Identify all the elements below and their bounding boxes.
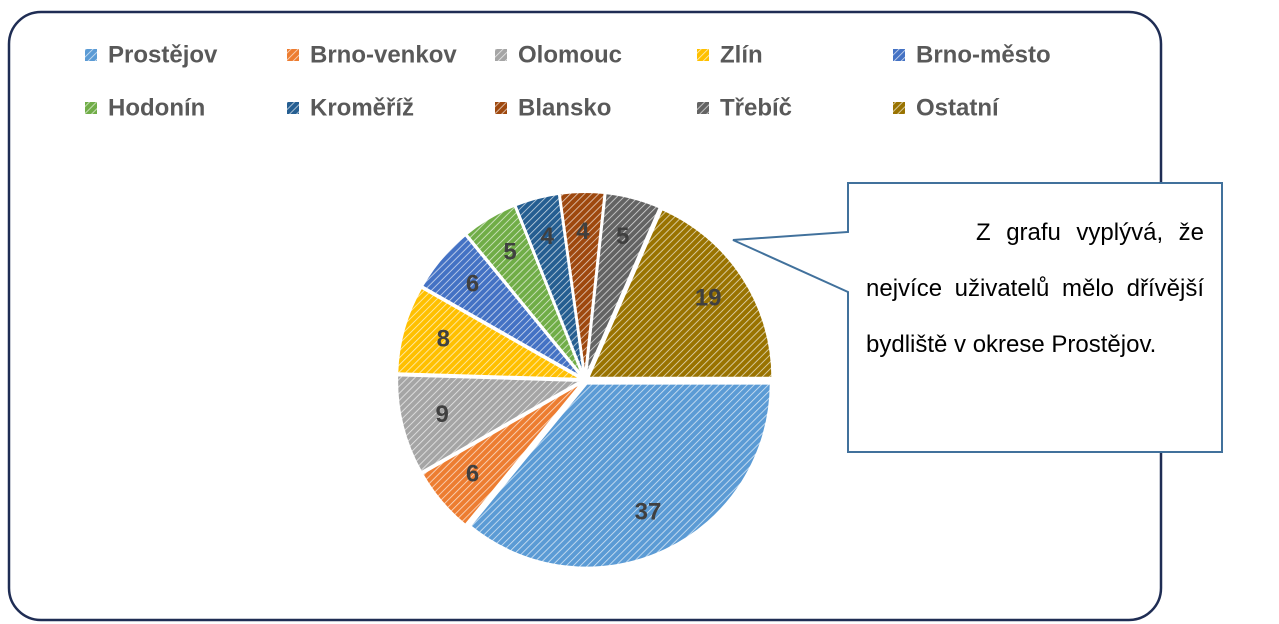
legend-label: Kroměříž <box>310 94 414 121</box>
legend-swatch <box>85 102 97 114</box>
value-label: 37 <box>635 498 662 525</box>
legend-swatch <box>697 102 709 114</box>
legend-swatch <box>893 49 905 61</box>
value-label: 9 <box>435 401 448 428</box>
legend-swatch <box>495 102 507 114</box>
legend-label: Ostatní <box>916 94 1000 121</box>
legend-swatch <box>287 102 299 114</box>
legend-swatch <box>287 49 299 61</box>
annotation: Z grafu vyplývá, že nejvíce uživatelů mě… <box>866 205 1204 373</box>
legend-label: Olomouc <box>518 41 622 68</box>
page: 376986544519 ProstějovBrno-venkovOlomouc… <box>0 0 1279 624</box>
value-label: 6 <box>466 460 479 487</box>
legend-label: Třebíč <box>720 94 792 121</box>
value-label: 19 <box>695 285 722 312</box>
value-label: 6 <box>466 270 479 297</box>
legend-label: Zlín <box>720 41 763 68</box>
legend-swatch <box>697 49 709 61</box>
value-label: 5 <box>616 223 629 250</box>
value-label: 8 <box>437 325 450 352</box>
legend-label: Blansko <box>518 94 611 121</box>
legend-label: Brno-město <box>916 41 1051 68</box>
legend-swatch <box>85 49 97 61</box>
legend-swatch <box>893 102 905 114</box>
legend-label: Prostějov <box>108 41 218 68</box>
value-label: 4 <box>576 218 590 245</box>
legend-label: Hodonín <box>108 94 205 121</box>
legend-swatch <box>495 49 507 61</box>
legend-label: Brno-venkov <box>310 41 457 68</box>
value-label: 4 <box>541 223 555 250</box>
value-label: 5 <box>503 239 516 266</box>
